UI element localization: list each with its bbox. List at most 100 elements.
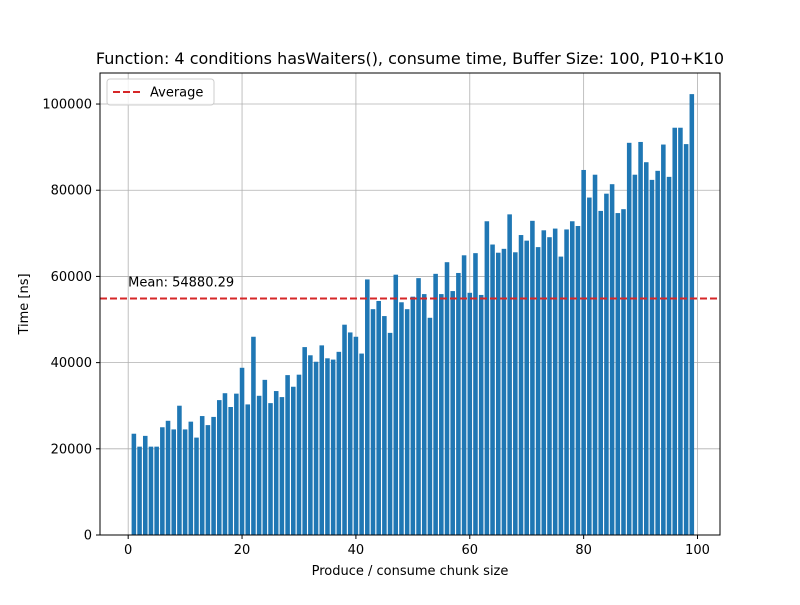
- bar: [433, 273, 438, 535]
- y-tick-label: 40000: [51, 356, 92, 371]
- y-tick-label: 100000: [42, 98, 92, 113]
- bar: [439, 294, 444, 535]
- y-axis-label: Time [ns]: [17, 273, 32, 335]
- bar: [308, 355, 313, 535]
- bar: [495, 252, 501, 536]
- bar: [518, 235, 524, 535]
- bar: [387, 332, 393, 535]
- legend: Average: [106, 78, 215, 106]
- bar: [234, 393, 239, 535]
- bar: [678, 127, 683, 535]
- axes: 0 20 40 60 80 100 0 20000 40000 60000 80000 100000: [42, 72, 721, 558]
- x-tick-label: 80: [575, 543, 592, 558]
- bar: [188, 421, 194, 535]
- bar: [365, 279, 370, 535]
- bar: [456, 272, 461, 535]
- bar: [296, 374, 302, 535]
- bar: [154, 446, 159, 535]
- bar: [473, 253, 478, 536]
- bar: [416, 278, 421, 535]
- bar: [262, 379, 268, 535]
- bar: [598, 210, 604, 535]
- bar: [148, 446, 154, 535]
- legend-label: Average: [150, 86, 203, 101]
- bar: [359, 353, 364, 535]
- bar: [655, 170, 660, 535]
- bar: [558, 256, 564, 535]
- bar: [410, 296, 416, 535]
- bar: [336, 351, 342, 535]
- bar: [427, 317, 433, 535]
- bar: [279, 397, 285, 535]
- bar: [484, 221, 490, 536]
- bar: [581, 169, 586, 536]
- bar: [404, 309, 410, 535]
- bar: [268, 403, 273, 535]
- bar: [273, 391, 279, 535]
- bar: [325, 358, 330, 535]
- mean-annotation: Mean: 54880.29: [128, 275, 234, 290]
- bar: [211, 416, 216, 535]
- bar: [347, 332, 353, 535]
- bar: [649, 179, 655, 535]
- bar: [199, 416, 205, 535]
- bar: [661, 144, 666, 535]
- bar: [683, 144, 689, 535]
- bar: [245, 404, 251, 535]
- bar: [461, 255, 467, 536]
- y-tick-label: 0: [84, 529, 92, 544]
- bar: [621, 209, 626, 535]
- bar: [137, 446, 142, 535]
- bar: [535, 247, 541, 535]
- x-tick-label: 40: [348, 543, 365, 558]
- bar: [587, 197, 592, 536]
- bar: [239, 367, 245, 535]
- bar: [467, 292, 473, 535]
- bar: [638, 141, 643, 535]
- bar: [216, 400, 222, 535]
- bar: [569, 221, 575, 536]
- bar: [376, 300, 381, 535]
- bar: [421, 294, 427, 535]
- bar: [513, 252, 518, 536]
- bar: [228, 407, 233, 535]
- axes-frame: [99, 72, 721, 536]
- bar: [632, 174, 638, 535]
- bar: [530, 220, 535, 535]
- bar: [222, 393, 228, 535]
- bar: [205, 425, 211, 535]
- bar: [342, 324, 347, 535]
- x-axis-label: Produce / consume chunk size: [312, 564, 509, 579]
- bar: [256, 395, 262, 535]
- bar: [507, 214, 512, 535]
- bar: [604, 193, 609, 536]
- bar: [131, 433, 137, 535]
- bar: [194, 437, 199, 535]
- bar: [541, 230, 547, 535]
- x-tick-label: 0: [124, 543, 132, 558]
- bar: [592, 174, 598, 535]
- mean-layer: Mean: 54880.29: [100, 275, 720, 300]
- bar: [626, 142, 632, 535]
- bar: [501, 248, 507, 535]
- bar: [478, 294, 484, 535]
- bar: [524, 240, 529, 535]
- x-tick-label: 100: [685, 543, 710, 558]
- x-tick-label: 60: [462, 543, 479, 558]
- bar: [547, 237, 552, 535]
- bar: [291, 386, 296, 535]
- bar: [251, 336, 256, 535]
- bar: [370, 309, 376, 535]
- chart-title: Function: 4 conditions hasWaiters(), con…: [96, 49, 724, 68]
- bar: [672, 127, 678, 535]
- bar: [689, 94, 695, 535]
- x-tick-label: 20: [234, 543, 251, 558]
- bar: [302, 347, 307, 535]
- bar: [182, 429, 188, 535]
- bar: [353, 336, 359, 535]
- bar: [382, 316, 387, 535]
- legend-box: [106, 78, 215, 106]
- bar: [450, 291, 455, 535]
